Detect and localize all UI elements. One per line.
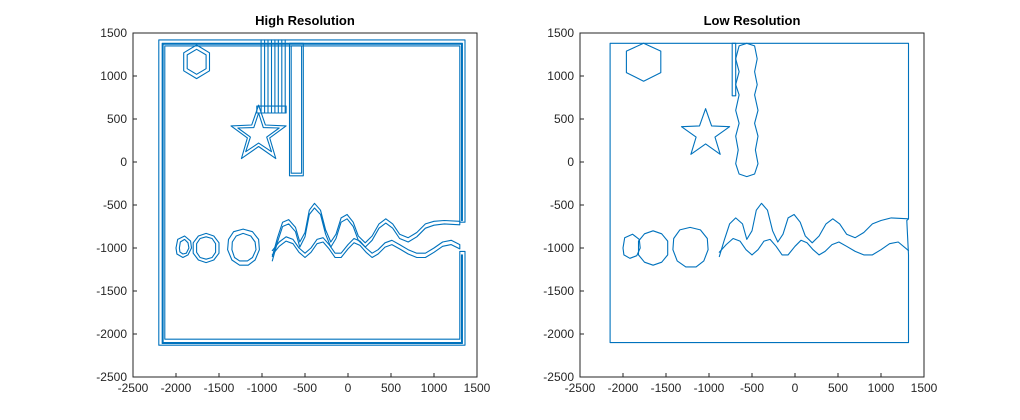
series-line	[271, 202, 461, 262]
series-line	[227, 228, 260, 266]
y-tick-label: 0	[567, 155, 574, 169]
x-tick-label: -500	[293, 381, 317, 395]
high-resolution-panel: High Resolution -2500 -2000 -1500 -1000 -500…	[96, 13, 490, 395]
series-line	[256, 105, 287, 114]
y-tick-label: 1500	[547, 26, 574, 40]
series-line	[230, 104, 287, 160]
y-tick-label: 500	[107, 112, 127, 126]
series-line	[680, 108, 731, 155]
chart-title: High Resolution	[255, 13, 355, 28]
y-tick-label: -2500	[543, 370, 574, 384]
x-tick-label: 1500	[911, 381, 938, 395]
x-tick-label: 0	[792, 381, 799, 395]
x-tick-label: -1000	[694, 381, 725, 395]
x-tick-label: -500	[740, 381, 764, 395]
x-tick-label: 500	[381, 381, 401, 395]
y-tick-label: -2000	[543, 327, 574, 341]
series-line	[637, 230, 669, 266]
y-tick-label: 1000	[100, 69, 127, 83]
series-line	[672, 226, 709, 268]
plot-series	[158, 39, 466, 346]
series-line	[731, 42, 737, 97]
series-line	[183, 44, 211, 80]
x-tick-label: 0	[345, 381, 352, 395]
y-tick-label: -1500	[543, 284, 574, 298]
x-tick-label: -2500	[118, 381, 149, 395]
series-line	[192, 232, 220, 264]
axis-ticks: -2500 -2000 -1500 -1000 -500 0 500 1000 1500 -250…	[543, 26, 937, 395]
y-tick-label: 1500	[100, 26, 127, 40]
x-tick-label: 500	[828, 381, 848, 395]
series-line	[178, 238, 190, 255]
series-line	[175, 235, 193, 259]
series-line	[625, 42, 662, 82]
y-tick-label: -2000	[96, 327, 127, 341]
y-tick-label: 1000	[547, 69, 574, 83]
series-line	[288, 42, 304, 177]
x-tick-label: -2500	[565, 381, 596, 395]
y-tick-label: -500	[550, 198, 574, 212]
low-resolution-panel: Low Resolution -2500 -2000 -1500 -1000 -500 0…	[543, 13, 937, 395]
y-tick-label: 500	[554, 112, 574, 126]
series-line	[237, 112, 280, 153]
series-line	[718, 237, 910, 256]
y-tick-label: -1500	[96, 284, 127, 298]
series-line	[290, 45, 303, 174]
x-tick-label: 1000	[868, 381, 895, 395]
series-line	[231, 232, 257, 262]
series-line	[622, 233, 641, 259]
series-line	[271, 236, 461, 259]
y-tick-label: -1000	[96, 241, 127, 255]
axis-ticks: -2500 -2000 -1500 -1000 -500 0 500 1000 1500 -250…	[96, 26, 490, 395]
x-tick-label: -1000	[247, 381, 278, 395]
series-line	[718, 202, 910, 258]
x-tick-label: 1000	[421, 381, 448, 395]
x-tick-label: -1500	[204, 381, 235, 395]
series-line	[158, 39, 466, 346]
y-tick-label: -2500	[96, 370, 127, 384]
series-line	[735, 42, 759, 178]
y-tick-label: -1000	[543, 241, 574, 255]
x-tick-label: 1500	[464, 381, 491, 395]
series-line	[186, 48, 207, 75]
plot-series	[609, 42, 910, 344]
series-line	[609, 42, 910, 344]
y-tick-label: 0	[120, 155, 127, 169]
x-tick-label: -2000	[161, 381, 192, 395]
chart-title: Low Resolution	[704, 13, 801, 28]
x-tick-label: -1500	[651, 381, 682, 395]
series-line	[196, 236, 217, 260]
y-tick-label: -500	[103, 198, 127, 212]
x-tick-label: -2000	[608, 381, 639, 395]
series-line	[161, 42, 463, 345]
